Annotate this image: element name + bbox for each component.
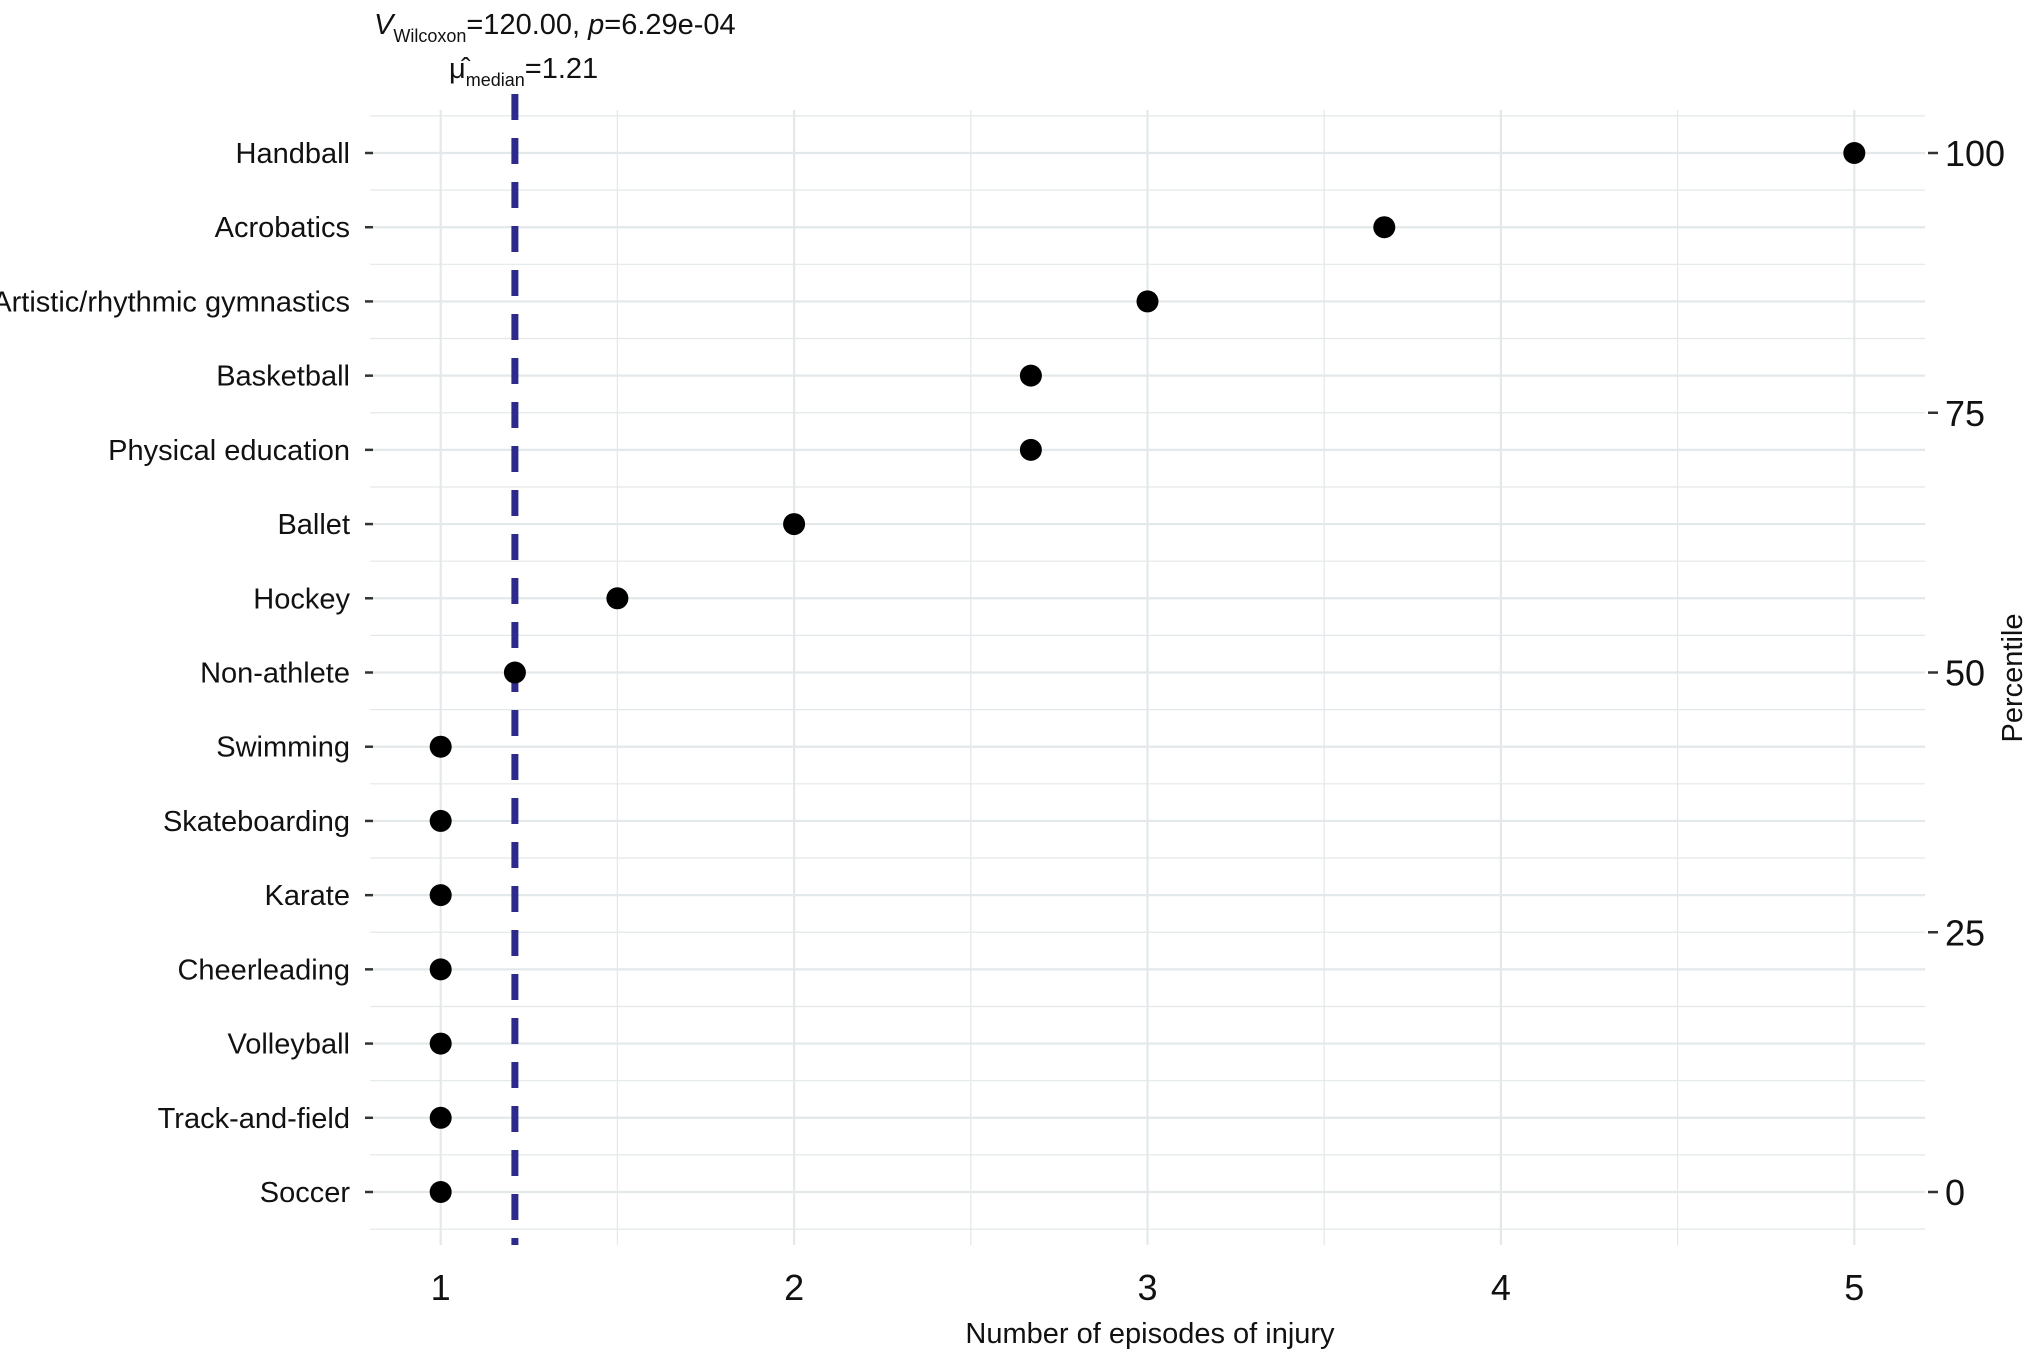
y-tick-label: Track-and-field [158,1103,350,1135]
x-axis-ticks: 1 2 3 4 5 [431,1267,1865,1308]
v-subscript: Wilcoxon [393,26,466,46]
data-point [1373,216,1396,239]
points [429,142,1866,1203]
mu-subscript: median [466,70,525,90]
x-tick-label: 1 [431,1267,451,1308]
data-point [1136,290,1159,313]
y-tick-label: Acrobatics [215,212,350,244]
y-tick-label: Non-athlete [200,658,350,690]
data-point [429,884,452,907]
wilcoxon-annotation: VWilcoxon=120.00, p=6.29e-04 μ̂median=1.… [374,9,736,90]
p-value: =6.29e-04 [604,9,735,41]
right-axis-title: Percentile [1997,614,2029,743]
data-point [429,1032,452,1055]
right-tick-label: 0 [1945,1172,1965,1213]
y-tick-label: Hockey [253,583,350,615]
data-point [429,958,452,981]
svg-text:VWilcoxon=120.00, p=6.29e-04: VWilcoxon=120.00, p=6.29e-04 [374,9,736,46]
right-axis-ticks: 100 75 50 25 0 [1928,133,2005,1213]
v-symbol: V [374,9,396,41]
data-point [429,735,452,758]
y-tick-label: Basketball [216,361,350,393]
y-axis-ticks: Handball Acrobatics Artistic/rhythmic gymn… [0,138,373,1209]
x-axis-title: Number of episodes of injury [965,1318,1335,1349]
p-symbol: p [587,9,604,41]
x-tick-label: 5 [1844,1267,1864,1308]
y-tick-label: Artistic/rhythmic gymnastics [0,286,350,318]
data-point [1843,142,1866,164]
y-tick-label: Ballet [277,509,350,541]
y-tick-label: Skateboarding [163,806,350,838]
y-tick-label: Swimming [216,732,350,764]
mu-symbol: μ̂ [449,53,471,85]
data-point [1019,364,1042,387]
svg-text:μ̂median=1.21: μ̂median=1.21 [449,53,598,90]
right-tick-label: 50 [1945,653,1985,694]
data-point [606,587,629,610]
x-tick-label: 4 [1491,1267,1511,1308]
y-tick-label: Karate [265,880,350,912]
grid [370,110,1925,1245]
y-tick-label: Cheerleading [177,954,350,986]
right-tick-label: 100 [1945,133,2005,174]
data-point [503,661,526,684]
y-tick-label: Handball [236,138,350,170]
data-point [429,809,452,832]
mu-value: =1.21 [525,53,598,85]
x-tick-label: 3 [1137,1267,1157,1308]
data-point [429,1181,452,1203]
data-point [429,1106,452,1129]
y-tick-label: Physical education [108,435,350,467]
data-point [1019,438,1042,461]
right-tick-label: 25 [1945,912,1985,953]
y-tick-label: Volleyball [227,1029,350,1061]
data-point [783,513,806,536]
right-tick-label: 75 [1945,393,1985,434]
y-tick-label: Soccer [260,1177,351,1209]
x-tick-label: 2 [784,1267,804,1308]
v-value: =120.00, [466,9,588,41]
